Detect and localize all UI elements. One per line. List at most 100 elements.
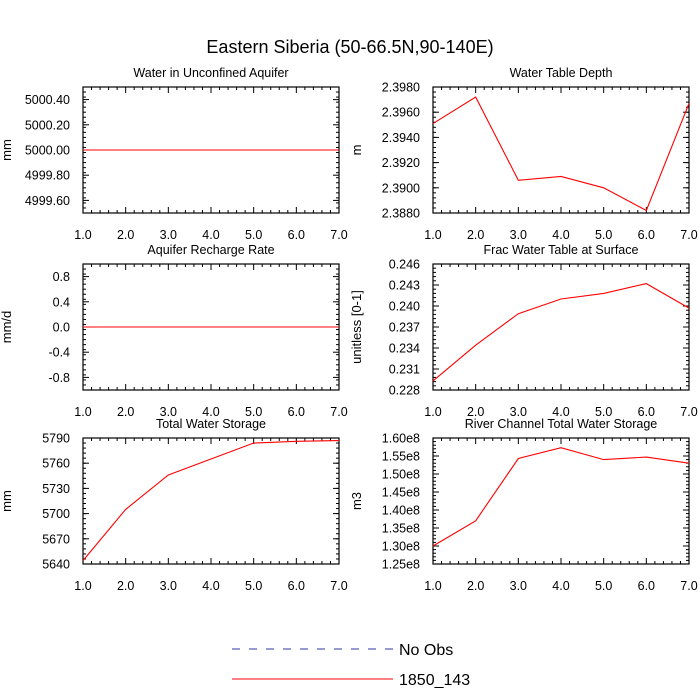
x-tick-label: 6.0 (288, 579, 305, 593)
y-tick-label: 0.8 (53, 270, 70, 284)
chart-panels: Water in Unconfined Aquifer mm 4999.60 4999… (0, 66, 698, 593)
legend-model-label: 1850_143 (399, 672, 470, 689)
x-tick-label: 6.0 (638, 405, 655, 419)
y-tick-label: 1.45e8 (382, 486, 420, 500)
y-tick-label: -0.4 (48, 346, 70, 360)
y-tick-label: 5000.20 (25, 118, 70, 132)
x-tick-label: 1.0 (424, 405, 441, 419)
y-axis-label: m (349, 145, 364, 156)
y-tick-label: 1.40e8 (382, 504, 420, 518)
y-tick-label: 1.55e8 (382, 450, 420, 464)
y-tick-label: 5730 (42, 482, 70, 496)
y-axis-label: unitless [0-1] (349, 290, 364, 364)
x-tick-label: 4.0 (552, 405, 569, 419)
y-tick-label: 0.4 (53, 295, 70, 309)
x-tick-label: 7.0 (330, 579, 347, 593)
x-tick-label: 4.0 (552, 579, 569, 593)
x-tick-label: 5.0 (595, 579, 612, 593)
x-tick-label: 1.0 (424, 579, 441, 593)
x-tick-label: 7.0 (680, 405, 697, 419)
x-tick-label: 4.0 (202, 579, 219, 593)
y-tick-label: 0.237 (389, 321, 420, 335)
y-tick-label: 2.3960 (382, 106, 420, 120)
x-tick-label: 4.0 (552, 228, 569, 242)
y-tick-label: -0.8 (48, 371, 70, 385)
y-tick-label: 0.231 (389, 363, 420, 377)
plot-frame (432, 437, 690, 565)
x-tick-label: 5.0 (595, 228, 612, 242)
y-tick-label: 5640 (42, 558, 70, 572)
x-tick-label: 2.0 (117, 228, 134, 242)
series-line (432, 447, 690, 547)
y-tick-label: 4999.80 (25, 169, 70, 183)
chart-panel-2: Water Table Depth m 2.3880 2.3900 2.3920 2.39… (349, 66, 698, 242)
series-line (432, 96, 690, 212)
y-tick-label: 1.30e8 (382, 540, 420, 554)
y-tick-label: 2.3880 (382, 207, 420, 221)
x-tick-label: 6.0 (638, 579, 655, 593)
y-tick-label: 1.60e8 (382, 432, 420, 446)
x-tick-label: 5.0 (245, 579, 262, 593)
x-tick-label: 3.0 (510, 405, 527, 419)
panel-title: River Channel Total Water Storage (465, 417, 658, 431)
figure-title: Eastern Siberia (50-66.5N,90-140E) (206, 37, 493, 57)
y-tick-label: 0.243 (389, 279, 420, 293)
y-tick-label: 2.3900 (382, 181, 420, 195)
y-tick-label: 5000.40 (25, 93, 70, 107)
y-axis-label: mm (0, 490, 14, 512)
x-tick-label: 5.0 (245, 405, 262, 419)
legend-obs-label: No Obs (399, 642, 453, 659)
x-tick-label: 3.0 (160, 228, 177, 242)
x-tick-label: 6.0 (638, 228, 655, 242)
chart-panel-6: River Channel Total Water Storage m3 1.25e… (349, 417, 698, 593)
panel-title: Water Table Depth (510, 66, 613, 80)
x-tick-label: 7.0 (330, 228, 347, 242)
y-tick-label: 5700 (42, 507, 70, 521)
chart-panel-4: Frac Water Table at Surface unitless [0-1… (349, 243, 698, 419)
x-tick-label: 6.0 (288, 228, 305, 242)
y-tick-label: 4999.60 (25, 194, 70, 208)
plot-frame (432, 263, 690, 391)
y-tick-label: 5670 (42, 532, 70, 546)
y-tick-label: 0.246 (389, 258, 420, 272)
x-tick-label: 3.0 (510, 228, 527, 242)
y-tick-label: 2.3940 (382, 131, 420, 145)
y-tick-label: 0.234 (389, 342, 420, 356)
y-tick-label: 2.3980 (382, 81, 420, 95)
legend: No Obs 1850_143 (232, 642, 470, 689)
x-tick-label: 5.0 (245, 228, 262, 242)
y-tick-label: 0.0 (53, 321, 70, 335)
y-tick-label: 5760 (42, 457, 70, 471)
plot-frame (432, 86, 690, 214)
x-tick-label: 7.0 (330, 405, 347, 419)
x-tick-label: 5.0 (595, 405, 612, 419)
y-tick-label: 1.50e8 (382, 468, 420, 482)
y-tick-label: 5790 (42, 432, 70, 446)
x-tick-label: 4.0 (202, 405, 219, 419)
chart-panel-5: Total Water Storage mm 5640 5670 5700 5730 576… (0, 417, 348, 593)
y-tick-label: 1.35e8 (382, 522, 420, 536)
y-axis-label: mm/d (0, 311, 14, 344)
panel-title: Water in Unconfined Aquifer (133, 66, 288, 80)
x-tick-label: 3.0 (160, 579, 177, 593)
y-axis-label: m3 (349, 492, 364, 510)
x-tick-label: 2.0 (467, 405, 484, 419)
chart-panel-3: Aquifer Recharge Rate mm/d -0.8 -0.4 0.0 0.4 0… (0, 243, 348, 419)
y-tick-label: 5000.00 (25, 144, 70, 158)
panel-title: Aquifer Recharge Rate (147, 243, 274, 257)
y-axis-label: mm (0, 139, 14, 161)
x-tick-label: 3.0 (160, 405, 177, 419)
panel-title: Frac Water Table at Surface (484, 243, 639, 257)
x-tick-label: 1.0 (74, 579, 91, 593)
x-tick-label: 3.0 (510, 579, 527, 593)
y-tick-label: 1.25e8 (382, 558, 420, 572)
x-tick-label: 2.0 (467, 228, 484, 242)
x-tick-label: 7.0 (680, 228, 697, 242)
x-tick-label: 4.0 (202, 228, 219, 242)
y-tick-label: 0.240 (389, 300, 420, 314)
x-tick-label: 2.0 (117, 405, 134, 419)
x-tick-label: 1.0 (74, 228, 91, 242)
x-tick-label: 2.0 (467, 579, 484, 593)
y-tick-label: 0.228 (389, 384, 420, 398)
